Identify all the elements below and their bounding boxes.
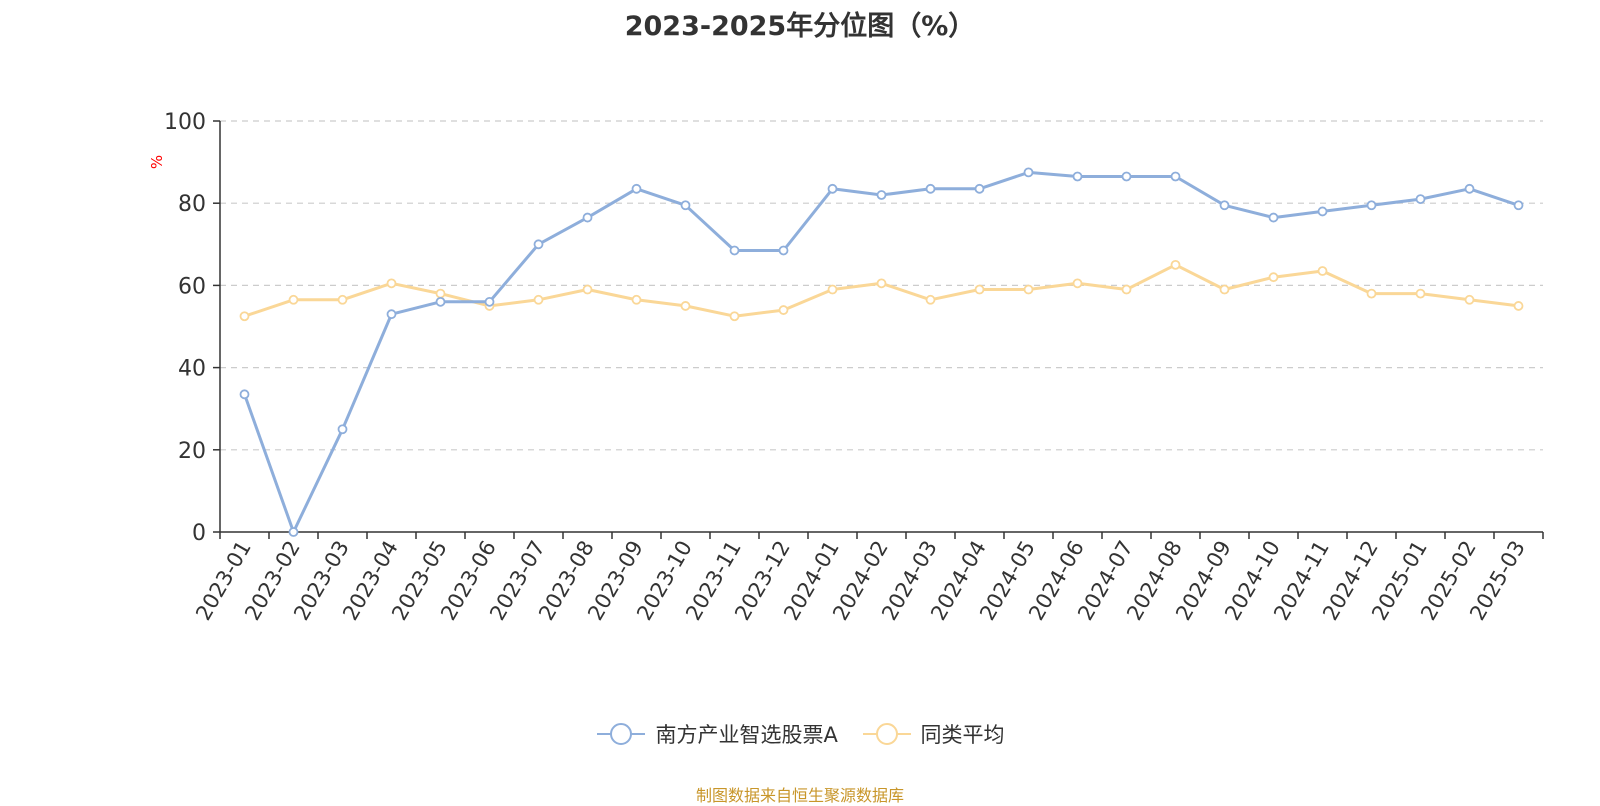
- y-tick-label: 60: [178, 274, 206, 299]
- data-point-series-1: [1121, 284, 1132, 295]
- data-point-series-1: [1219, 284, 1230, 295]
- data-point-series-0: [1121, 171, 1132, 182]
- series-markers: [239, 167, 1524, 537]
- data-point-series-1: [239, 311, 250, 322]
- y-tick-label: 80: [178, 192, 206, 217]
- data-point-series-1: [337, 294, 348, 305]
- data-point-series-0: [1415, 194, 1426, 204]
- data-point-series-1: [876, 278, 887, 289]
- data-point-series-1: [533, 294, 544, 305]
- data-point-series-0: [1366, 200, 1377, 211]
- data-point-series-1: [1023, 284, 1034, 295]
- data-point-series-1: [386, 278, 397, 289]
- data-point-series-1: [1464, 294, 1475, 305]
- data-point-series-1: [827, 284, 838, 295]
- data-point-series-0: [1072, 171, 1083, 182]
- data-point-series-1: [1072, 278, 1083, 289]
- data-point-series-0: [386, 309, 397, 320]
- data-point-series-0: [1464, 183, 1475, 194]
- data-point-series-1: [1366, 288, 1377, 299]
- data-point-series-0: [925, 183, 936, 194]
- y-tick-label: 40: [178, 357, 206, 382]
- y-axis-unit-label: %: [148, 155, 166, 169]
- data-point-series-0: [582, 212, 593, 223]
- legend-label-fund: 南方产业智选股票A: [655, 723, 838, 747]
- data-point-series-0: [337, 424, 348, 435]
- data-point-series-0: [1317, 206, 1328, 217]
- data-point-series-1: [925, 294, 936, 305]
- data-point-series-0: [974, 183, 985, 194]
- data-point-series-0: [1513, 200, 1524, 211]
- legend-line-circle-icon: [862, 723, 911, 745]
- y-tick-label: 100: [164, 110, 206, 135]
- data-point-series-0: [484, 296, 495, 307]
- data-point-series-0: [239, 389, 250, 400]
- data-point-series-1: [680, 301, 691, 311]
- legend: 南方产业智选股票A 同类平均: [0, 719, 1600, 752]
- data-point-series-1: [1317, 266, 1328, 276]
- data-point-series-0: [729, 245, 740, 256]
- data-point-series-1: [729, 311, 740, 322]
- data-point-series-0: [631, 183, 642, 194]
- data-point-series-0: [533, 239, 544, 250]
- data-point-series-0: [1023, 167, 1034, 178]
- series-line-1: [243, 263, 1520, 318]
- data-point-series-1: [631, 294, 642, 305]
- series-line-0: [243, 170, 1520, 534]
- legend-line-circle-icon: [597, 723, 646, 745]
- series-lines: [243, 170, 1520, 534]
- legend-item-peer-average[interactable]: 同类平均: [861, 719, 1005, 749]
- data-point-series-0: [876, 190, 887, 200]
- data-point-series-1: [582, 284, 593, 295]
- data-point-series-0: [435, 296, 446, 307]
- data-point-series-1: [1415, 288, 1426, 299]
- data-point-series-1: [435, 288, 446, 299]
- data-point-series-1: [288, 294, 299, 305]
- data-point-series-0: [1170, 171, 1181, 182]
- data-point-series-1: [778, 305, 789, 315]
- chart-title: 2023-2025年分位图（%）: [624, 11, 976, 42]
- data-point-series-0: [680, 200, 691, 211]
- data-point-series-0: [827, 183, 838, 194]
- data-point-series-0: [1219, 200, 1230, 211]
- y-tick-label: 20: [178, 439, 206, 464]
- legend-item-fund[interactable]: 南方产业智选股票A: [595, 719, 838, 749]
- data-source-note: 制图数据来自恒生聚源数据库: [695, 786, 904, 805]
- y-tick-label: 0: [192, 521, 206, 546]
- data-point-series-1: [1268, 272, 1279, 283]
- data-point-series-0: [1268, 212, 1279, 223]
- data-point-series-0: [288, 527, 299, 537]
- data-point-series-0: [778, 245, 789, 256]
- legend-label-peer-average: 同类平均: [920, 723, 1005, 747]
- data-point-series-1: [974, 284, 985, 295]
- data-point-series-1: [1170, 259, 1181, 270]
- data-point-series-1: [1513, 301, 1524, 311]
